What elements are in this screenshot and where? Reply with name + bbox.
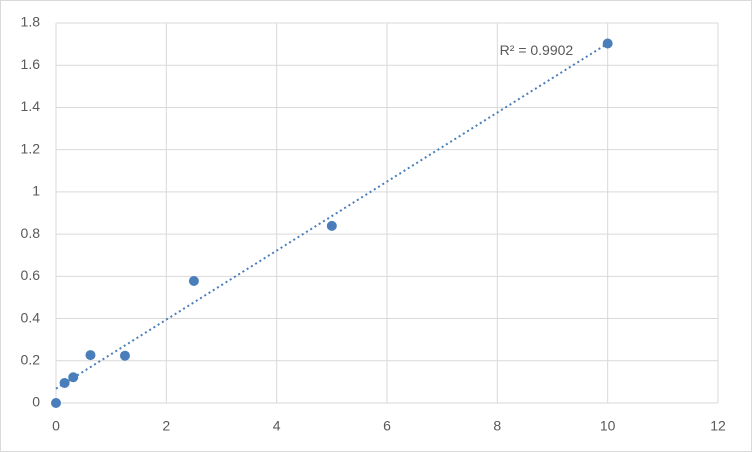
y-tick-label: 0.4 — [21, 309, 41, 325]
point — [51, 398, 61, 408]
point — [188, 275, 199, 286]
y-tick-label: 1 — [32, 183, 40, 199]
x-tick-label: 6 — [383, 418, 391, 434]
y-tick-label: 0.8 — [21, 225, 41, 241]
point — [326, 220, 337, 231]
point — [68, 372, 79, 383]
x-tick-label: 4 — [273, 418, 281, 434]
point — [85, 350, 96, 361]
y-tick-label: 1.2 — [21, 140, 41, 156]
trendline — [55, 42, 609, 390]
x-tick-label: 2 — [162, 418, 170, 434]
y-tick-label: 1.6 — [21, 56, 41, 72]
y-tick-label: 0.2 — [21, 351, 41, 367]
y-tick-label: 1.8 — [21, 14, 41, 30]
x-tick-label: 8 — [493, 418, 501, 434]
trendline-label: R² = 0.9902 — [500, 42, 574, 58]
x-tick-label: 12 — [710, 418, 726, 434]
y-tick-label: 1.4 — [21, 98, 41, 114]
point — [602, 38, 613, 49]
point — [59, 377, 70, 388]
x-tick-label: 0 — [52, 418, 60, 434]
point — [119, 350, 130, 361]
x-tick-label: 10 — [600, 418, 616, 434]
y-tick-label: 0.6 — [21, 267, 41, 283]
y-tick-label: 0 — [32, 394, 40, 410]
